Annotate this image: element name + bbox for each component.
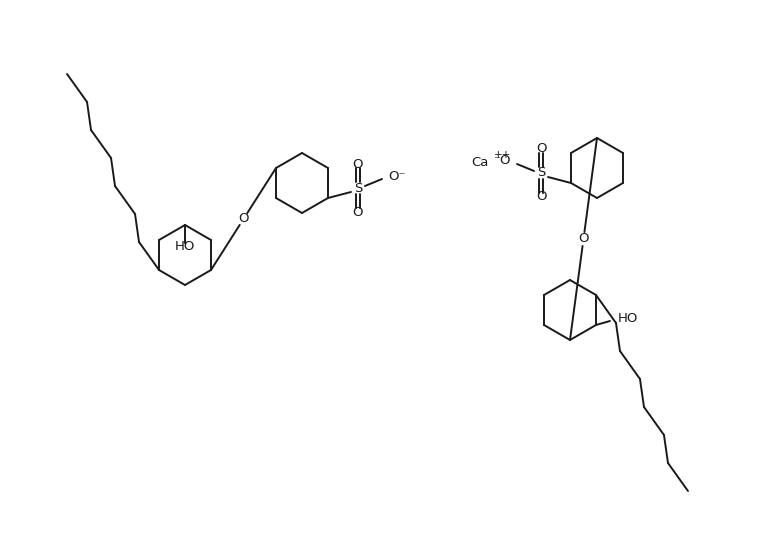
- Text: O: O: [536, 191, 547, 204]
- Text: HO: HO: [175, 240, 196, 253]
- Text: S: S: [353, 181, 362, 194]
- Text: O: O: [578, 233, 589, 246]
- Text: O: O: [536, 143, 547, 156]
- Text: ++: ++: [494, 150, 511, 160]
- Text: Ca: Ca: [472, 156, 489, 169]
- Text: O: O: [353, 205, 363, 218]
- Text: O⁻: O⁻: [388, 169, 406, 182]
- Text: O: O: [353, 157, 363, 170]
- Text: S: S: [536, 167, 545, 180]
- Text: ⁻O: ⁻O: [493, 155, 511, 168]
- Text: O: O: [239, 212, 249, 225]
- Text: HO: HO: [618, 312, 638, 325]
